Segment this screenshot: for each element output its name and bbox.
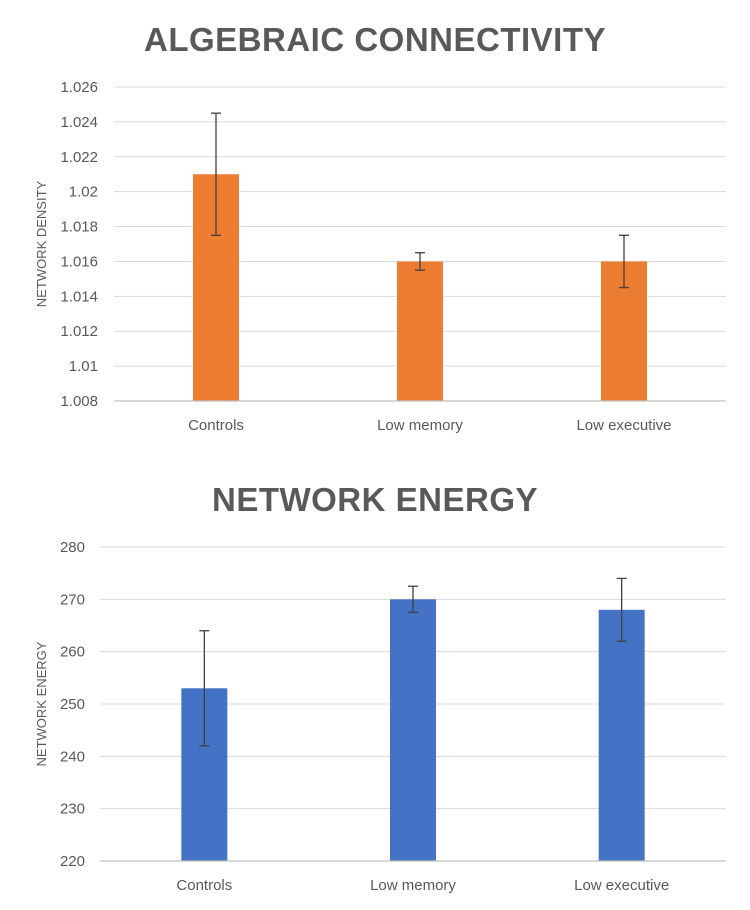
bar-low-executive (598, 609, 645, 861)
chart-title: NETWORK ENERGY (211, 481, 538, 518)
network-energy-chart: NETWORK ENERGY 220 230 240 250 260 270 280 NETW… (0, 455, 750, 910)
y-axis-title: NETWORK ENERGY (34, 641, 49, 766)
y-tick-label: 260 (60, 644, 85, 661)
algebraic-connectivity-plot: 1.008 1.01 1.012 1.014 1.016 1.018 1.02 1.022 1.… (34, 79, 726, 434)
y-axis-title: NETWORK DENSITY (34, 180, 49, 307)
y-tick-label: 1.014 (60, 288, 98, 305)
y-tick-label: 1.012 (60, 323, 98, 340)
y-tick-label: 1.02 (69, 184, 98, 201)
x-tick-label: Controls (176, 877, 232, 894)
y-tick-label: 1.026 (60, 79, 98, 96)
y-tick-label: 1.016 (60, 253, 98, 270)
x-tick-label: Low executive (576, 417, 671, 434)
y-tick-label: 1.018 (60, 219, 98, 236)
y-tick-label: 230 (60, 801, 85, 818)
y-tick-label: 220 (60, 853, 85, 870)
algebraic-connectivity-chart: ALGEBRAIC CONNECTIVITY 1.008 1.01 1.012 1.0… (34, 21, 726, 434)
network-energy-plot: 220 230 240 250 260 270 280 NETWORK ENERGY Contr… (34, 539, 726, 894)
bar-low-memory (390, 599, 436, 861)
y-tick-label: 240 (60, 748, 85, 765)
bar-low-memory (397, 261, 443, 401)
y-tick-label: 1.024 (60, 114, 98, 131)
y-tick-label: 1.022 (60, 149, 98, 166)
y-tick-label: 270 (60, 591, 85, 608)
chart-title: ALGEBRAIC CONNECTIVITY (143, 21, 606, 58)
x-tick-label: Low memory (370, 877, 456, 894)
x-tick-label: Controls (188, 417, 244, 434)
y-tick-label: 1.01 (69, 358, 98, 375)
x-tick-label: Low memory (377, 417, 463, 434)
x-tick-label: Low executive (574, 877, 669, 894)
y-tick-label: 1.008 (60, 393, 98, 410)
y-tick-label: 280 (60, 539, 85, 556)
y-tick-label: 250 (60, 696, 85, 713)
